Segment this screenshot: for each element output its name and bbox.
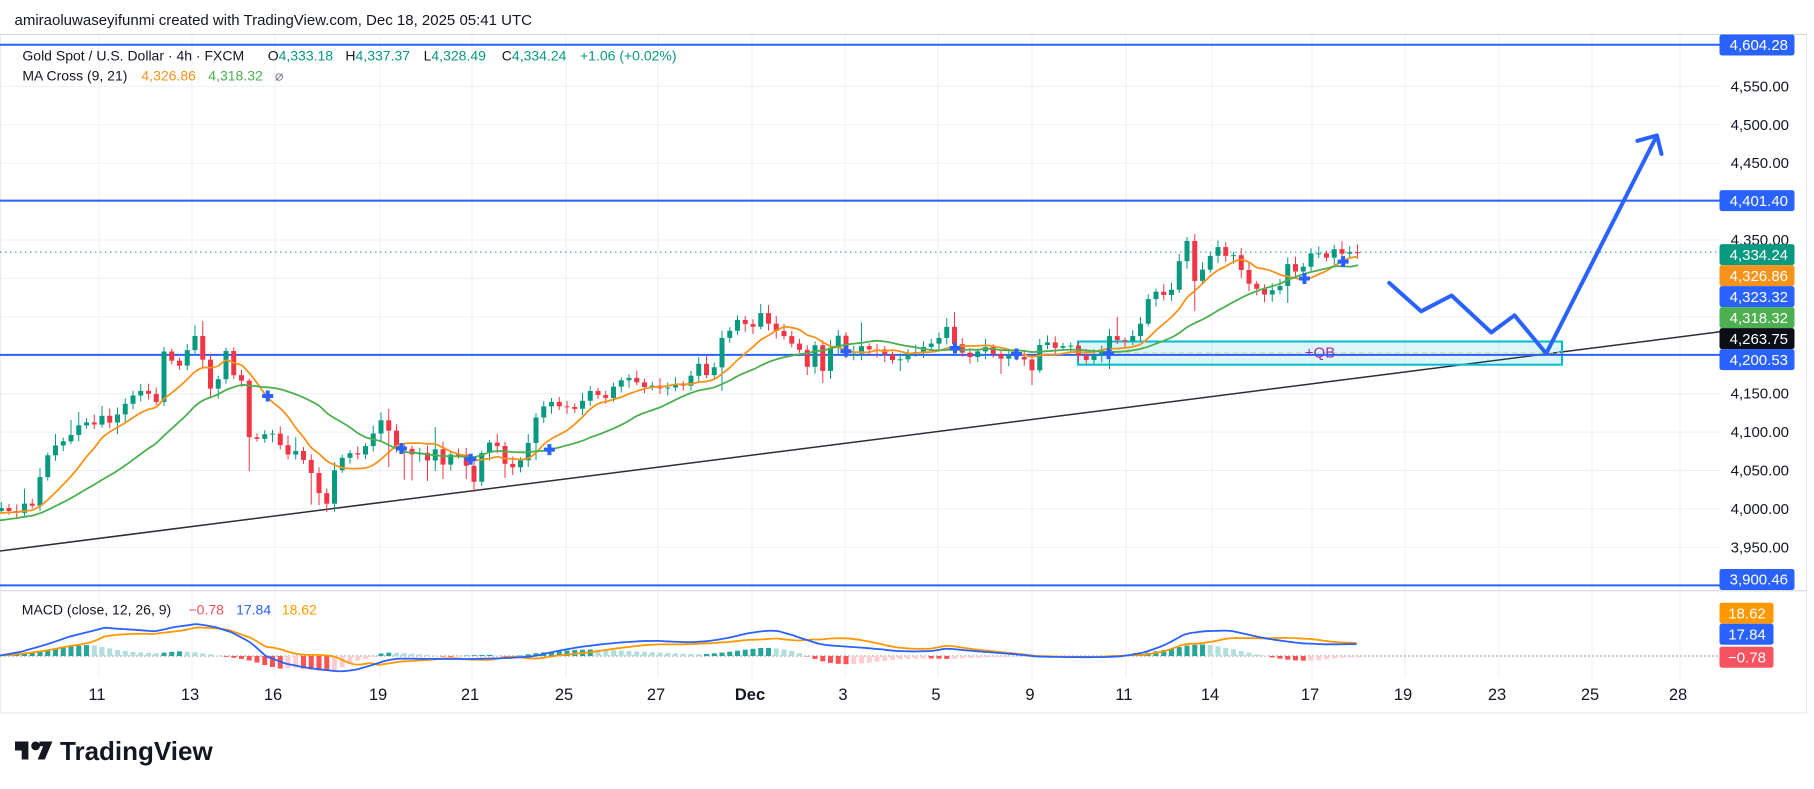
- svg-text:3: 3: [838, 686, 847, 704]
- svg-text:4,323.32: 4,323.32: [1730, 289, 1788, 306]
- svg-text:23: 23: [1488, 686, 1506, 704]
- svg-text:14: 14: [1201, 686, 1219, 704]
- svg-text:13: 13: [181, 686, 199, 704]
- svg-text:3,950.00: 3,950.00: [1731, 539, 1789, 556]
- svg-text:9: 9: [1025, 686, 1034, 704]
- svg-text:TradingView: TradingView: [60, 736, 213, 766]
- svg-text:19: 19: [369, 686, 387, 704]
- svg-text:19: 19: [1394, 686, 1412, 704]
- svg-text:−0.78: −0.78: [1728, 649, 1766, 666]
- svg-text:Dec: Dec: [735, 686, 765, 704]
- svg-text:17.84: 17.84: [1728, 626, 1766, 643]
- svg-text:MA Cross (9, 21)4,326.864,318.: MA Cross (9, 21) 4,326.86 4,318.32 ⌀: [22, 68, 283, 84]
- svg-text:4,200.53: 4,200.53: [1730, 352, 1788, 369]
- svg-text:+QB: +QB: [1305, 345, 1335, 362]
- svg-text:4,263.75: 4,263.75: [1730, 331, 1788, 348]
- svg-text:4,150.00: 4,150.00: [1731, 386, 1789, 403]
- svg-text:4,401.40: 4,401.40: [1730, 193, 1788, 210]
- svg-text:25: 25: [1581, 686, 1599, 704]
- svg-text:18.62: 18.62: [1728, 605, 1766, 622]
- svg-text:4,050.00: 4,050.00: [1731, 463, 1789, 480]
- svg-text:27: 27: [647, 686, 665, 704]
- svg-text:25: 25: [555, 686, 573, 704]
- svg-text:4,326.86: 4,326.86: [1730, 268, 1788, 285]
- svg-text:4,000.00: 4,000.00: [1731, 501, 1789, 518]
- svg-text:11: 11: [88, 686, 105, 704]
- svg-text:4,334.24: 4,334.24: [1730, 247, 1788, 264]
- svg-text:4,100.00: 4,100.00: [1731, 424, 1789, 441]
- svg-text:4,604.28: 4,604.28: [1730, 37, 1788, 54]
- svg-text:11: 11: [1115, 686, 1132, 704]
- svg-text:17: 17: [1301, 686, 1319, 704]
- svg-text:16: 16: [264, 686, 282, 704]
- svg-text:21: 21: [461, 686, 479, 704]
- svg-text:3,900.46: 3,900.46: [1730, 572, 1788, 589]
- svg-text:4,318.32: 4,318.32: [1730, 310, 1788, 327]
- svg-text:4,500.00: 4,500.00: [1731, 117, 1789, 134]
- svg-text:4,450.00: 4,450.00: [1731, 155, 1789, 172]
- svg-text:4,550.00: 4,550.00: [1731, 78, 1789, 95]
- svg-text:Gold Spot / U.S. Dollar · 4h ·: Gold Spot / U.S. Dollar · 4h · FXCM O4,33…: [22, 48, 676, 64]
- svg-text:5: 5: [931, 686, 940, 704]
- svg-text:28: 28: [1669, 686, 1687, 704]
- svg-text:amiraoluwaseyifunmi created wi: amiraoluwaseyifunmi created with Trading…: [15, 12, 533, 29]
